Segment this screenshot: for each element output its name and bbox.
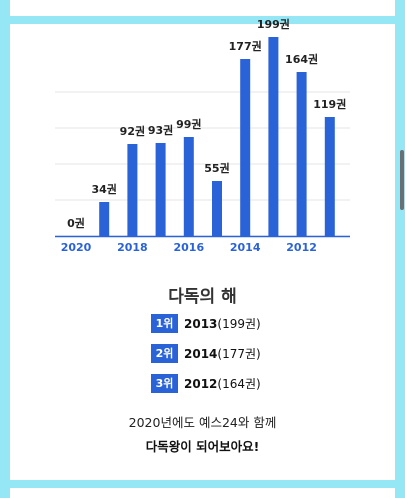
bar-value-label: 92권 — [120, 125, 145, 138]
rank-year: 2013 — [184, 316, 218, 331]
rank-badge: 1위 — [151, 314, 178, 333]
x-tick-label: 2018 — [117, 241, 148, 254]
chart-bar-labels: 0권 34권 92권 93권 99권 55권 177권 199권 164권 119권 — [67, 18, 346, 230]
rank-count: (164권) — [217, 377, 261, 391]
rank-badge: 3위 — [151, 374, 178, 393]
rank-badge: 2위 — [151, 344, 178, 363]
bar-2019 — [99, 202, 110, 236]
scrollbar-thumb[interactable] — [400, 150, 404, 210]
bar-2013 — [268, 37, 279, 236]
chart-x-ticks: 2020 2018 2016 2014 2012 — [61, 241, 317, 254]
rank-count: (199권) — [217, 317, 261, 331]
chart-bars — [99, 37, 335, 236]
reading-stats-panel — [10, 24, 395, 480]
rank-row-1: 1위 2013 (199권) — [151, 314, 261, 333]
bar-2015 — [212, 181, 222, 236]
bar-2012 — [296, 72, 307, 236]
rank-year: 2014 — [184, 346, 218, 361]
x-tick-label: 2014 — [230, 241, 261, 254]
bar-value-label: 55권 — [204, 162, 229, 175]
rank-row-2: 2위 2014 (177권) — [151, 344, 261, 363]
bar-value-label: 177권 — [229, 40, 262, 53]
bar-value-label: 164권 — [285, 53, 318, 66]
bottom-panel — [10, 488, 395, 498]
bar-value-label: 93권 — [148, 124, 173, 137]
bar-value-label: 99권 — [176, 118, 201, 131]
bar-2016 — [183, 137, 194, 236]
bar-2011 — [324, 117, 335, 236]
bar-2018 — [127, 144, 138, 236]
rank-count: (177권) — [217, 347, 261, 361]
promo-text: 2020년에도 예스24와 함께 — [128, 415, 277, 430]
bar-2014 — [240, 59, 251, 236]
bar-value-label: 119권 — [313, 98, 346, 111]
summary-title: 다독의 해 — [168, 287, 237, 307]
bar-value-label: 0권 — [67, 217, 85, 230]
x-tick-label: 2020 — [61, 241, 92, 254]
bar-2017 — [155, 143, 166, 236]
bar-value-label: 34권 — [91, 183, 116, 196]
x-tick-label: 2012 — [286, 241, 317, 254]
rank-row-3: 3위 2012 (164권) — [151, 374, 261, 393]
x-tick-label: 2016 — [173, 241, 204, 254]
rank-year: 2012 — [184, 376, 218, 391]
bar-value-label: 199권 — [257, 18, 290, 31]
promo-highlight: 다독왕이 되어보아요! — [145, 439, 260, 454]
top-panel — [10, 0, 395, 16]
